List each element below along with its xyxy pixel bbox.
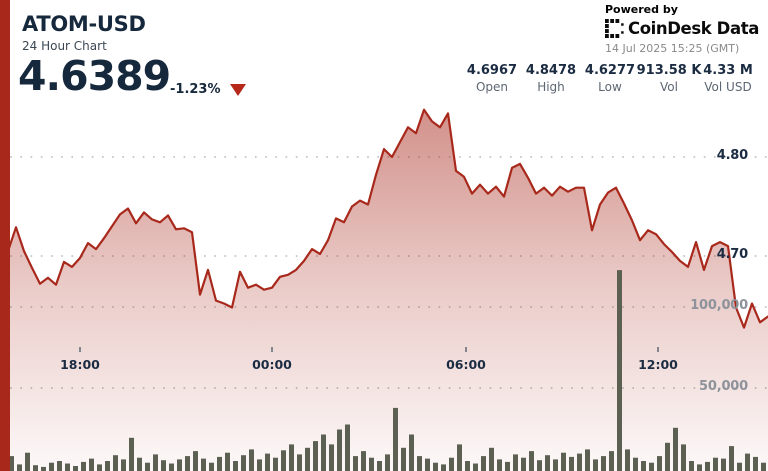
brand-row[interactable]: CoinDesk Data <box>605 19 759 38</box>
stat-label: Vol <box>660 80 678 94</box>
brand-name: CoinDesk Data <box>628 19 759 38</box>
stat-value: 4.6277 <box>584 63 636 78</box>
stat-value: 4.8478 <box>525 63 577 78</box>
powered-by-label: Powered by <box>605 3 678 16</box>
stat-open: 4.6967 Open <box>466 63 518 94</box>
stat-volume: 913.58 K Vol <box>637 63 702 94</box>
powered-by-block: Powered by CoinDesk Data 14 Jul 2025 15:… <box>605 3 759 55</box>
current-price: 4.6389 <box>18 52 171 100</box>
timestamp: 14 Jul 2025 15:25 (GMT) <box>605 42 740 55</box>
stat-label: High <box>537 80 565 94</box>
stat-volume-usd: 4.33 M Vol USD <box>702 63 754 94</box>
stat-value: 4.6967 <box>466 63 518 78</box>
price-change-row: -1.23% <box>170 82 246 97</box>
stat-high: 4.8478 High <box>525 63 577 94</box>
stat-label: Low <box>598 80 622 94</box>
stat-value: 4.33 M <box>703 63 753 78</box>
stat-value: 913.58 K <box>636 63 702 78</box>
accent-strip <box>0 0 10 471</box>
stat-label: Open <box>475 80 509 94</box>
down-triangle-icon <box>229 83 246 96</box>
stats-row: 4.6967 Open 4.8478 High 4.6277 Low 913.5… <box>466 63 754 94</box>
page-subtitle: 24 Hour Chart <box>22 39 107 53</box>
page-title: ATOM-USD <box>22 12 146 36</box>
stat-low: 4.6277 Low <box>584 63 636 94</box>
coindesk-logo-icon <box>605 19 624 38</box>
price-change-percent: -1.23% <box>170 82 221 97</box>
stat-label: Vol USD <box>704 80 752 94</box>
